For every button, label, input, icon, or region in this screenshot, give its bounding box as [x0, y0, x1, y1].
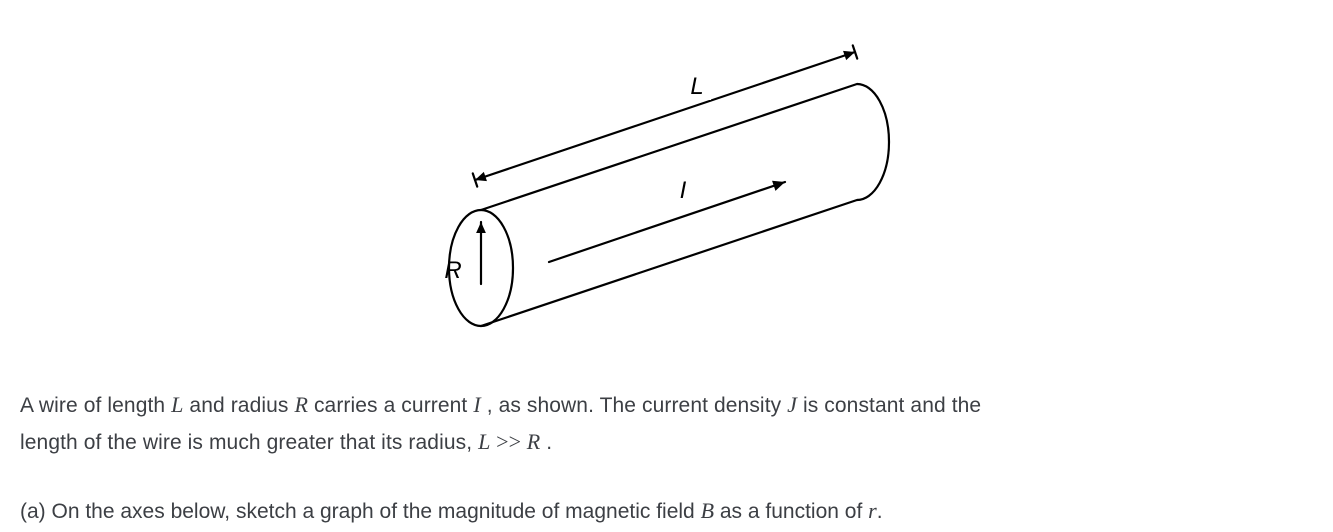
- var-J: J: [787, 392, 797, 417]
- page: RLI A wire of length L and radius R carr…: [0, 0, 1333, 532]
- var-L: L: [171, 392, 183, 417]
- var-R: R: [294, 392, 308, 417]
- problem-statement: A wire of length L and radius R carries …: [20, 388, 1313, 459]
- text-frag: and radius: [184, 394, 295, 417]
- text-frag: (a) On the axes below, sketch a graph of…: [20, 500, 701, 523]
- text-frag: length of the wire is much greater that …: [20, 431, 478, 454]
- text-frag: carries a current: [308, 394, 473, 417]
- svg-text:R: R: [444, 257, 461, 284]
- sym-gg: >>: [490, 429, 526, 454]
- text-frag: is constant and the: [797, 394, 981, 417]
- var-L2: L: [478, 429, 490, 454]
- svg-text:L: L: [690, 73, 703, 100]
- text-frag: as a function of: [714, 500, 868, 523]
- text-frag: .: [877, 500, 883, 523]
- diagram-container: R L I: [0, 0, 1333, 363]
- svg-text:I: I: [679, 177, 686, 204]
- text-frag: .: [540, 431, 552, 454]
- text-frag: A wire of length: [20, 394, 171, 417]
- var-I: I: [473, 392, 480, 417]
- text-frag: , as shown. The current density: [481, 394, 787, 417]
- var-R2: R: [527, 429, 541, 454]
- var-r: r: [868, 498, 877, 523]
- part-a: (a) On the axes below, sketch a graph of…: [20, 494, 1313, 528]
- var-B: B: [701, 498, 714, 523]
- problem-line-2: length of the wire is much greater that …: [20, 425, 1313, 460]
- problem-line-1: A wire of length L and radius R carries …: [20, 388, 1313, 423]
- cylinder-diagram: R L I: [387, 18, 947, 358]
